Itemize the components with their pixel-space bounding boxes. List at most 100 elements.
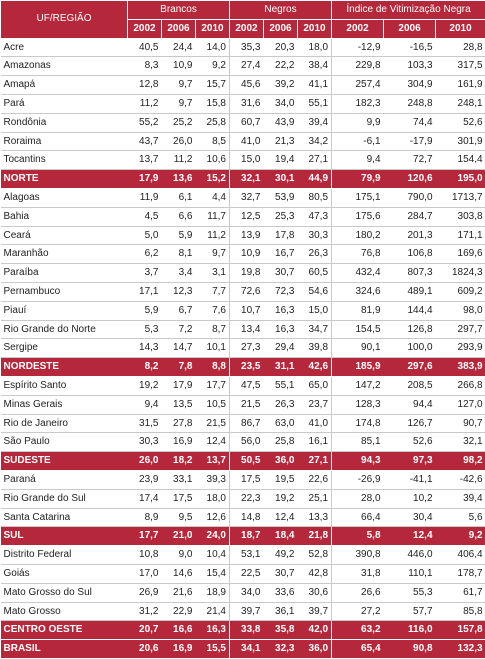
value-cell: 55,1 (298, 94, 332, 113)
value-cell: 12,3 (162, 282, 196, 301)
value-cell: 489,1 (384, 282, 436, 301)
value-cell: 25,8 (196, 113, 230, 132)
value-cell: 16,3 (264, 301, 298, 320)
value-cell: 13,6 (162, 170, 196, 189)
value-cell: 266,8 (436, 376, 485, 395)
state-name-cell: Santa Catarina (1, 508, 128, 527)
value-cell: 9,4 (128, 395, 162, 414)
state-name-cell: Rondônia (1, 113, 128, 132)
value-cell: 7,2 (162, 320, 196, 339)
value-cell: 297,6 (384, 358, 436, 377)
value-cell: 26,3 (298, 245, 332, 264)
value-cell: 4,5 (128, 207, 162, 226)
value-cell: 22,2 (264, 57, 298, 76)
value-cell: 31,5 (128, 414, 162, 433)
value-cell: 33,6 (264, 583, 298, 602)
value-cell: 94,4 (384, 395, 436, 414)
value-cell: 185,9 (332, 358, 384, 377)
value-cell: 44,9 (298, 170, 332, 189)
value-cell: 35,3 (230, 38, 264, 57)
value-cell: 34,2 (298, 132, 332, 151)
value-cell: 25,8 (264, 433, 298, 452)
state-name-cell: Rio Grande do Norte (1, 320, 128, 339)
value-cell: 9,9 (332, 113, 384, 132)
value-cell: 60,5 (298, 264, 332, 283)
state-name-cell: Distrito Federal (1, 546, 128, 565)
value-cell: 16,1 (298, 433, 332, 452)
value-cell: 42,6 (298, 358, 332, 377)
value-cell: 127,0 (436, 395, 485, 414)
value-cell: 201,3 (384, 226, 436, 245)
value-cell: 41,0 (230, 132, 264, 151)
value-cell: 6,6 (162, 207, 196, 226)
value-cell: 3,7 (128, 264, 162, 283)
value-cell: 157,8 (436, 621, 485, 640)
value-cell: 90,8 (384, 640, 436, 659)
value-cell: 1713,7 (436, 188, 485, 207)
value-cell: 16,7 (264, 245, 298, 264)
value-cell: 22,3 (230, 489, 264, 508)
value-cell: 8,8 (196, 358, 230, 377)
value-cell: 229,8 (332, 57, 384, 76)
state-name-cell: Acre (1, 38, 128, 57)
state-name-cell: Bahia (1, 207, 128, 226)
value-cell: 52,8 (298, 546, 332, 565)
year-header: 2002 (128, 19, 162, 38)
value-cell: 15,7 (196, 76, 230, 95)
state-name-cell: Paraíba (1, 264, 128, 283)
value-cell: 90,7 (436, 414, 485, 433)
value-cell: 10,6 (196, 151, 230, 170)
value-cell: 27,8 (162, 414, 196, 433)
value-cell: 120,6 (384, 170, 436, 189)
value-cell: 790,0 (384, 188, 436, 207)
value-cell: 406,4 (436, 546, 485, 565)
value-cell: 3,4 (162, 264, 196, 283)
value-cell: 9,4 (332, 151, 384, 170)
value-cell: 90,1 (332, 339, 384, 358)
value-cell: 15,4 (196, 564, 230, 583)
value-cell: 432,4 (332, 264, 384, 283)
value-cell: 383,9 (436, 358, 485, 377)
state-name-cell: Pará (1, 94, 128, 113)
brancos-group-header: Brancos (128, 1, 230, 20)
value-cell: 175,6 (332, 207, 384, 226)
value-cell: 17,7 (196, 376, 230, 395)
value-cell: 26,0 (128, 452, 162, 471)
region-name-cell: SUDESTE (1, 452, 128, 471)
value-cell: 9,7 (162, 94, 196, 113)
value-cell: 248,8 (384, 94, 436, 113)
value-cell: 36,0 (264, 452, 298, 471)
value-cell: 27,1 (298, 452, 332, 471)
value-cell: 30,3 (128, 433, 162, 452)
value-cell: 128,3 (332, 395, 384, 414)
value-cell: 248,1 (436, 94, 485, 113)
state-name-cell: Rio de Janeiro (1, 414, 128, 433)
value-cell: 21,4 (196, 602, 230, 621)
value-cell: 21,6 (162, 583, 196, 602)
value-cell: 12,4 (384, 527, 436, 546)
value-cell: 11,2 (162, 151, 196, 170)
value-cell: 17,1 (128, 282, 162, 301)
value-cell: 14,8 (230, 508, 264, 527)
value-cell: 28,0 (332, 489, 384, 508)
value-cell: -12,9 (332, 38, 384, 57)
value-cell: 11,2 (196, 226, 230, 245)
value-cell: 30,6 (298, 583, 332, 602)
value-cell: 14,6 (162, 564, 196, 583)
value-cell: 31,8 (332, 564, 384, 583)
state-name-cell: Alagoas (1, 188, 128, 207)
value-cell: 8,7 (196, 320, 230, 339)
value-cell: 174,8 (332, 414, 384, 433)
value-cell: 14,7 (162, 339, 196, 358)
state-name-cell: Goiás (1, 564, 128, 583)
state-name-cell: Amazonas (1, 57, 128, 76)
value-cell: 39,4 (298, 113, 332, 132)
year-header: 2006 (384, 19, 436, 38)
value-cell: 39,2 (264, 76, 298, 95)
